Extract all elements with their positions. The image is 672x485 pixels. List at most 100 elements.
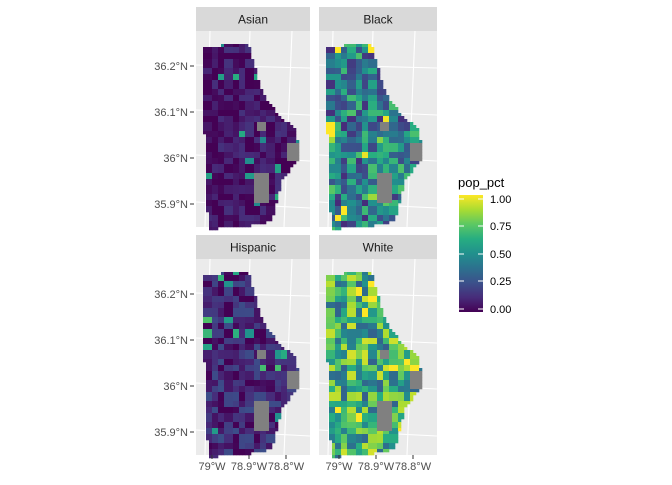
census-tract xyxy=(212,353,216,357)
census-tract xyxy=(215,116,219,120)
facet-label-hispanic: Hispanic xyxy=(230,241,276,255)
census-tract xyxy=(245,188,249,192)
census-tract xyxy=(359,221,363,225)
census-tract xyxy=(338,275,342,279)
census-tract xyxy=(239,140,243,144)
census-tract xyxy=(350,50,354,54)
census-tract xyxy=(278,185,282,189)
census-tract xyxy=(266,101,270,105)
census-tract xyxy=(251,392,255,396)
census-tract xyxy=(338,62,342,66)
census-tract xyxy=(227,308,231,312)
census-tract xyxy=(332,317,336,321)
census-tract xyxy=(368,326,372,330)
census-tract xyxy=(269,110,273,114)
census-tract xyxy=(368,338,372,342)
census-tract xyxy=(395,107,399,111)
census-tract xyxy=(353,347,357,351)
census-tract xyxy=(365,101,369,105)
census-tract xyxy=(377,104,381,108)
census-tract xyxy=(356,125,360,129)
census-tract xyxy=(215,437,219,441)
census-tract xyxy=(374,125,378,129)
census-tract xyxy=(338,290,342,294)
census-tract xyxy=(287,374,291,378)
census-tract xyxy=(233,203,237,207)
census-tract xyxy=(242,80,246,84)
census-tract xyxy=(233,206,237,210)
census-tract xyxy=(206,347,210,351)
census-tract xyxy=(332,209,336,213)
census-tract xyxy=(230,56,234,60)
census-tract xyxy=(206,179,210,183)
census-tract xyxy=(248,350,252,354)
census-tract xyxy=(371,161,375,165)
census-tract xyxy=(248,179,252,183)
census-tract xyxy=(209,443,213,447)
census-tract xyxy=(224,155,228,159)
census-tract xyxy=(236,425,240,429)
census-tract xyxy=(227,452,231,456)
census-tract xyxy=(215,92,219,96)
census-tract xyxy=(281,149,285,153)
census-tract xyxy=(380,122,384,126)
census-tract xyxy=(239,422,243,426)
census-tract xyxy=(386,128,390,132)
census-tract xyxy=(263,338,267,342)
census-tract xyxy=(230,209,234,213)
census-tract xyxy=(251,356,255,360)
census-tract xyxy=(248,311,252,315)
census-tract xyxy=(338,353,342,357)
census-tract xyxy=(248,371,252,375)
census-tract xyxy=(350,71,354,75)
census-tract xyxy=(221,401,225,405)
census-tract xyxy=(335,71,339,75)
census-tract xyxy=(224,287,228,291)
census-tract xyxy=(230,350,234,354)
census-tract xyxy=(365,272,369,276)
census-tract xyxy=(359,179,363,183)
census-tract xyxy=(239,443,243,447)
census-tract xyxy=(344,212,348,216)
census-tract xyxy=(335,83,339,87)
census-tract xyxy=(278,125,282,129)
census-tract xyxy=(407,173,411,177)
census-tract xyxy=(227,446,231,450)
census-tract xyxy=(218,71,222,75)
census-tract xyxy=(263,167,267,171)
census-tract xyxy=(212,146,216,150)
census-tract xyxy=(335,125,339,129)
census-tract xyxy=(215,374,219,378)
census-tract xyxy=(383,341,387,345)
census-tract xyxy=(371,89,375,93)
census-tract xyxy=(209,200,213,204)
census-tract xyxy=(218,128,222,132)
census-tract xyxy=(227,305,231,309)
census-tract xyxy=(344,332,348,336)
census-tract xyxy=(296,377,300,381)
census-tract xyxy=(209,302,213,306)
census-tract xyxy=(248,287,252,291)
census-tract xyxy=(221,344,225,348)
census-tract xyxy=(230,89,234,93)
census-tract xyxy=(257,371,261,375)
census-tract xyxy=(245,443,249,447)
census-tract xyxy=(239,383,243,387)
census-tract xyxy=(290,140,294,144)
census-tract xyxy=(203,353,207,357)
census-tract xyxy=(254,443,258,447)
census-tract xyxy=(269,131,273,135)
census-tract xyxy=(203,83,207,87)
census-tract xyxy=(248,164,252,168)
census-tract xyxy=(284,149,288,153)
census-tract xyxy=(242,317,246,321)
census-tract xyxy=(251,116,255,120)
census-tract xyxy=(206,335,210,339)
census-tract xyxy=(341,77,345,81)
census-tract xyxy=(254,305,258,309)
census-tract xyxy=(257,110,261,114)
census-tract xyxy=(233,299,237,303)
census-tract xyxy=(353,188,357,192)
census-tract xyxy=(389,215,393,219)
census-tract xyxy=(248,281,252,285)
